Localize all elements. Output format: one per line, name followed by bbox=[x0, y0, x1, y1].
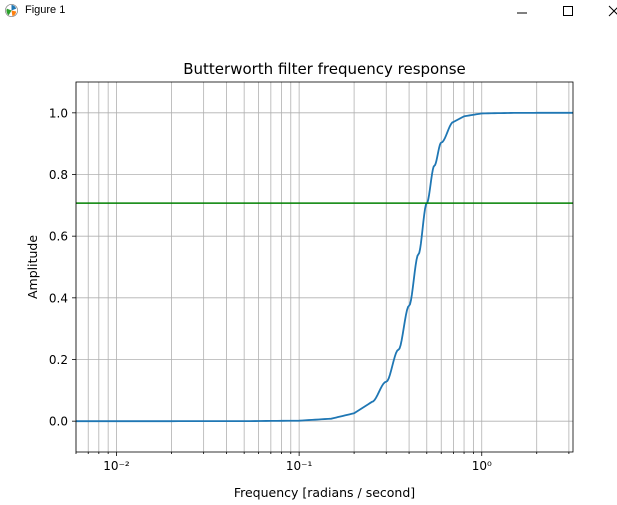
y-tick-label: 0.0 bbox=[49, 415, 68, 429]
grid-lines bbox=[75, 82, 573, 452]
y-tick-label: 0.8 bbox=[49, 168, 68, 182]
minimize-icon bbox=[517, 12, 527, 14]
close-icon bbox=[608, 5, 617, 17]
axis-ticks: 10⁻² 10⁻¹ 10⁰ 0.0 0.2 0.4 0.6 0.8 1.0 bbox=[49, 106, 570, 473]
y-tick-label: 0.2 bbox=[49, 353, 68, 367]
chart-title: Butterworth filter frequency response bbox=[183, 60, 466, 78]
minimize-button[interactable] bbox=[499, 0, 545, 22]
y-axis-label: Amplitude bbox=[25, 235, 40, 299]
axes-frame bbox=[75, 81, 574, 453]
y-tick-label: 0.4 bbox=[49, 291, 68, 305]
response-curve bbox=[76, 111, 573, 423]
matplotlib-icon bbox=[5, 4, 18, 17]
x-tick-label: 10⁰ bbox=[472, 459, 492, 473]
maximize-button[interactable] bbox=[545, 0, 591, 22]
window-title: Figure 1 bbox=[25, 4, 66, 16]
x-axis-label: Frequency [radians / second] bbox=[234, 485, 415, 500]
x-tick-label: 10⁻² bbox=[103, 459, 130, 473]
close-button[interactable] bbox=[591, 0, 617, 22]
window-titlebar: Figure 1 bbox=[0, 0, 617, 22]
maximize-icon bbox=[563, 6, 573, 16]
y-tick-label: 0.6 bbox=[49, 230, 68, 244]
y-tick-label: 1.0 bbox=[49, 106, 68, 120]
plot-lines bbox=[76, 111, 573, 423]
x-tick-label: 10⁻¹ bbox=[286, 459, 313, 473]
